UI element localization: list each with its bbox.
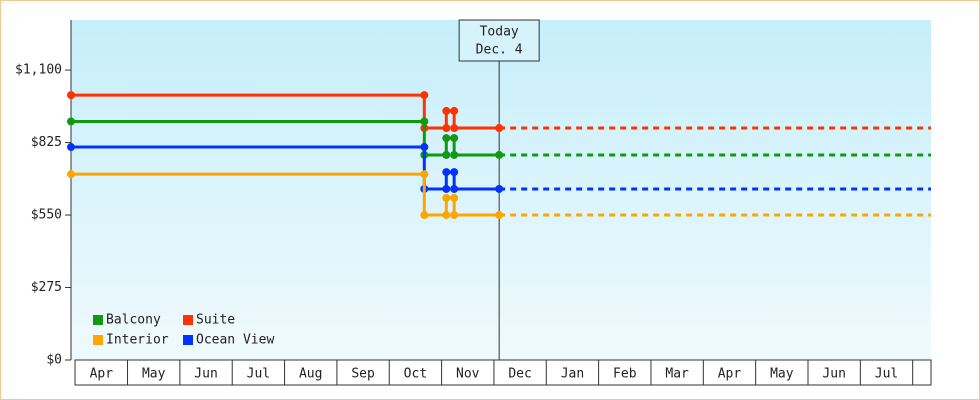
x-tick-label: Aug: [299, 367, 322, 382]
legend-swatch: [93, 315, 103, 325]
y-tick-label: $275: [31, 280, 62, 295]
point: [442, 211, 451, 220]
x-tick-label: Apr: [718, 367, 742, 382]
point: [450, 124, 459, 133]
point: [442, 124, 451, 133]
x-tick-label: Jun: [194, 367, 217, 382]
x-tick-label: May: [770, 367, 794, 382]
x-tick-label: Mar: [665, 367, 689, 382]
point: [67, 170, 75, 179]
point: [67, 91, 75, 100]
legend-swatch: [183, 335, 193, 345]
x-tick-label: Oct: [404, 367, 427, 382]
point: [442, 134, 451, 143]
x-tick-label: Jun: [822, 367, 845, 382]
point: [442, 184, 451, 193]
x-tick-label: Jan: [561, 367, 584, 382]
y-tick-label: $0: [46, 353, 62, 368]
today-label: Dec. 4: [476, 43, 523, 58]
point: [450, 211, 459, 220]
x-tick-label: Apr: [90, 367, 114, 382]
point: [450, 106, 459, 115]
point: [442, 168, 451, 177]
point: [450, 193, 459, 202]
point: [495, 184, 504, 193]
point: [420, 117, 429, 126]
point: [67, 117, 75, 126]
x-tick-label: Dec: [508, 367, 531, 382]
x-tick-label: Sep: [351, 367, 375, 382]
point: [420, 211, 429, 220]
point: [67, 143, 75, 152]
y-tick-label: $825: [31, 135, 62, 150]
point: [420, 170, 429, 179]
legend-label: Balcony: [106, 313, 161, 328]
point: [495, 150, 504, 159]
point: [420, 143, 429, 152]
today-box: [458, 19, 540, 62]
point: [450, 184, 459, 193]
x-tick-label: Feb: [613, 367, 637, 382]
legend-swatch: [93, 335, 103, 345]
point: [442, 193, 451, 202]
x-tick-label: Jul: [247, 367, 270, 382]
point: [495, 124, 504, 133]
x-tick-label: May: [142, 367, 166, 382]
point: [450, 150, 459, 159]
point: [450, 168, 459, 177]
x-axis-box: [74, 359, 932, 386]
legend-label: Suite: [196, 313, 235, 328]
today-label: Today: [480, 25, 519, 40]
x-tick-label: Jul: [875, 367, 898, 382]
legend-swatch: [183, 315, 193, 325]
legend-label: Interior: [106, 333, 169, 348]
point: [442, 106, 451, 115]
point: [442, 150, 451, 159]
point: [450, 134, 459, 143]
y-tick-label: $550: [31, 208, 62, 223]
point: [495, 211, 504, 220]
legend-label: Ocean View: [196, 333, 274, 348]
point: [420, 91, 429, 100]
y-tick-label: $1,100: [15, 63, 62, 78]
x-tick-label: Nov: [456, 367, 480, 382]
